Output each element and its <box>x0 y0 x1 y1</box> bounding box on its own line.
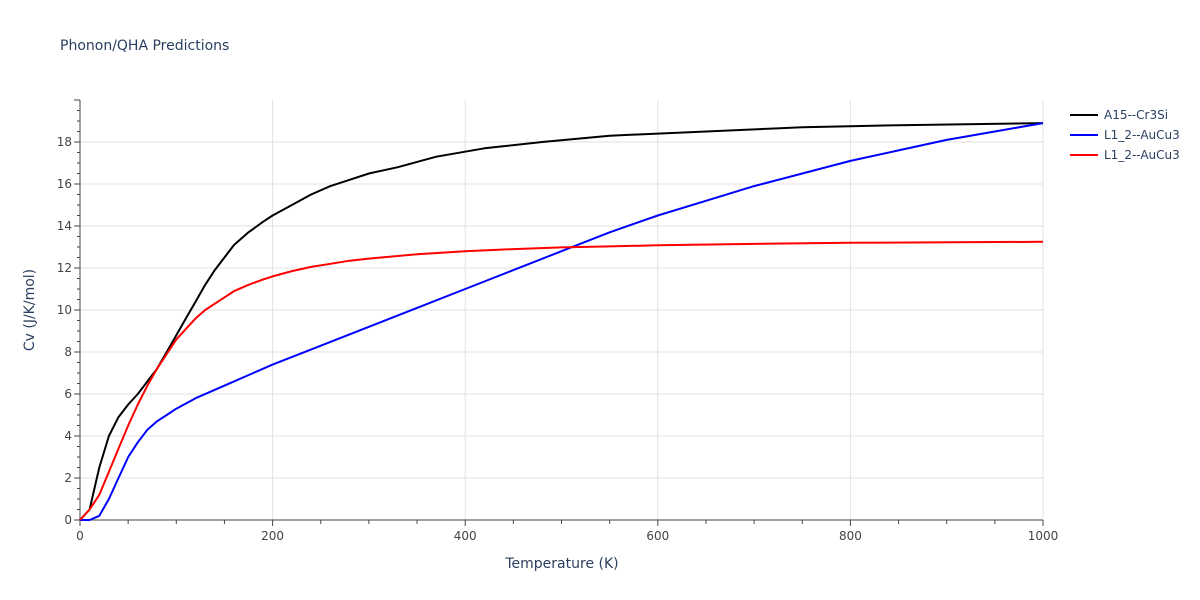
y-tick-label: 4 <box>64 429 72 443</box>
y-axis-title: Cv (J/K/mol) <box>22 269 38 351</box>
series-line-1 <box>80 122 1044 521</box>
x-axis-title: Temperature (K) <box>504 556 618 572</box>
x-tick-label: 600 <box>646 529 669 543</box>
y-tick-label: 2 <box>64 471 72 485</box>
y-tick-label: 16 <box>57 177 72 191</box>
y-tick-label: 10 <box>57 303 72 317</box>
y-tick-label: 0 <box>64 513 72 527</box>
series-line-2 <box>79 240 1044 521</box>
legend-label[interactable]: L1_2--AuCu3 <box>1104 148 1180 162</box>
axes: 0 200 400 600 800 1000 0 2 4 6 8 10 12 14 16 18 <box>57 99 1059 543</box>
grid <box>80 100 1044 520</box>
series-group <box>79 122 1044 521</box>
legend-label[interactable]: A15--Cr3Si <box>1104 108 1168 122</box>
x-tick-label: 1000 <box>1028 529 1059 543</box>
y-tick-label: 18 <box>57 135 72 149</box>
y-tick-label: 6 <box>64 387 72 401</box>
series-line-0 <box>79 122 1044 521</box>
y-tick-label: 12 <box>57 261 72 275</box>
y-tick-label: 8 <box>64 345 72 359</box>
x-tick-label: 0 <box>76 529 84 543</box>
x-tick-label: 400 <box>454 529 477 543</box>
x-tick-label: 800 <box>839 529 862 543</box>
y-tick-label: 14 <box>57 219 72 233</box>
x-tick-label: 200 <box>261 529 284 543</box>
chart-title: Phonon/QHA Predictions <box>60 38 229 54</box>
legend-label[interactable]: L1_2--AuCu3 <box>1104 128 1180 142</box>
legend[interactable]: A15--Cr3Si L1_2--AuCu3 L1_2--AuCu3 <box>1070 108 1180 162</box>
